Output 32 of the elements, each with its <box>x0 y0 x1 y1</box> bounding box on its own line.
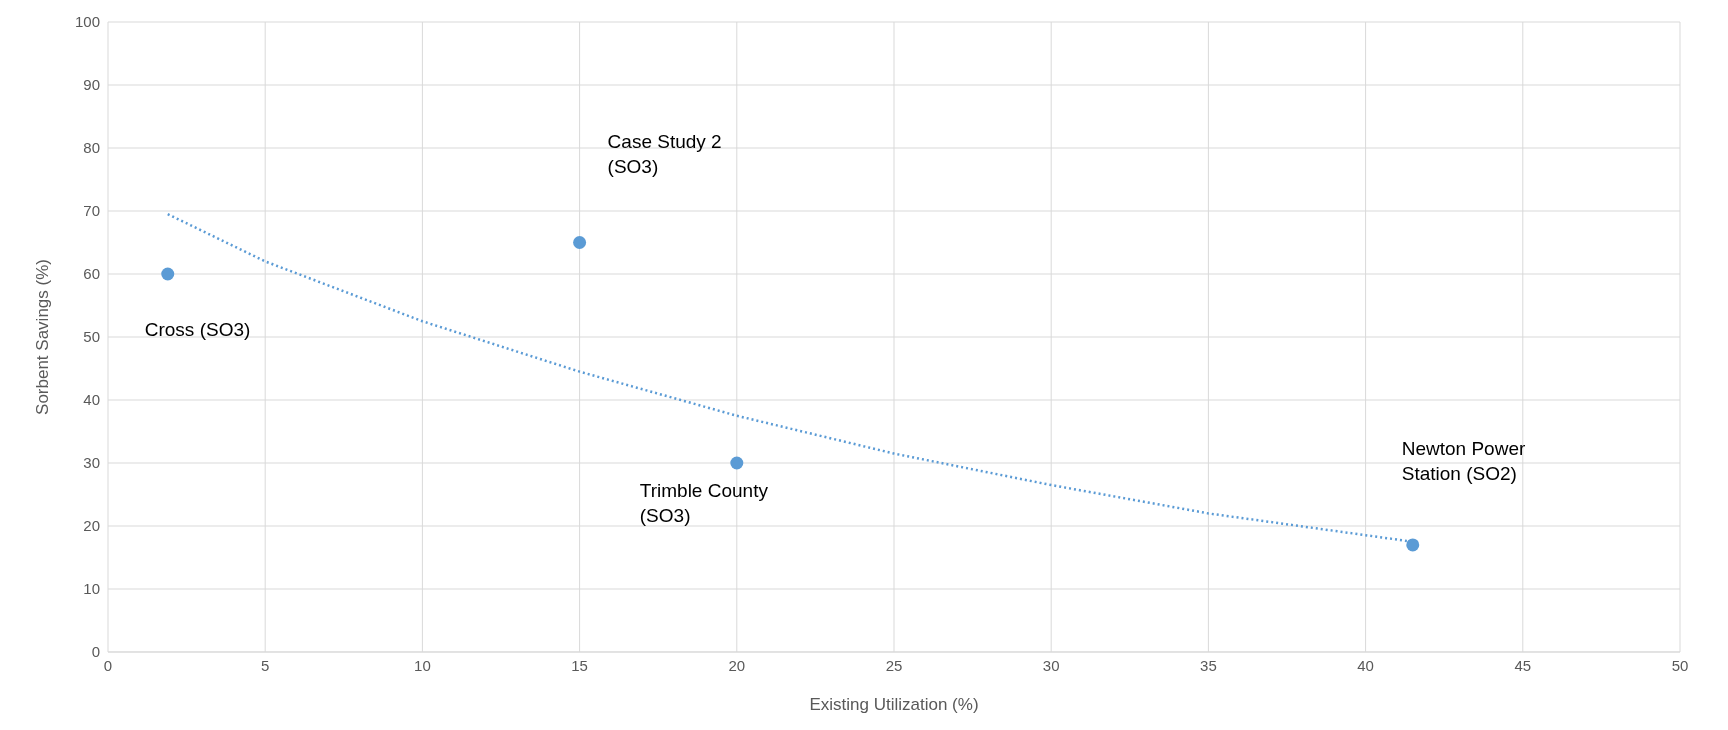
x-tick-label: 40 <box>1357 656 1374 674</box>
annotation: Case Study 2 (SO3) <box>607 130 722 177</box>
annotation: Newton Power Station (SO2) <box>1401 437 1526 484</box>
y-axis-title: Sorbent Savings (%) <box>33 259 53 415</box>
x-tick-label: 5 <box>261 656 270 674</box>
y-tick-label: 60 <box>83 265 100 283</box>
point <box>573 236 587 249</box>
x-tick-label: 0 <box>103 656 113 674</box>
y-tick-label: 80 <box>83 139 100 157</box>
point <box>161 267 175 281</box>
y-tick-label: 40 <box>83 391 100 409</box>
point <box>730 456 744 470</box>
y-tick-label: 30 <box>83 454 100 472</box>
y-tick-label: 50 <box>83 328 100 346</box>
y-tick-label: 90 <box>83 76 100 94</box>
annotation: Cross (SO3) <box>144 319 251 340</box>
x-tick-label: 35 <box>1200 656 1217 674</box>
annotation: Trimble County (SO3) <box>639 480 769 526</box>
x-tick-label: 20 <box>728 656 746 674</box>
y-tick-label: 100 <box>74 13 100 31</box>
x-tick-label: 10 <box>414 656 431 674</box>
y-tick-label: 0 <box>91 643 100 661</box>
x-tick-label: 30 <box>1042 656 1060 674</box>
x-tick-label: 15 <box>571 656 588 674</box>
point <box>1406 538 1420 552</box>
x-tick-label: 45 <box>1514 656 1532 674</box>
y-tick-label: 70 <box>83 202 100 220</box>
x-tick-label: 25 <box>885 656 903 674</box>
y-tick-label: 10 <box>83 580 100 598</box>
x-tick-label: 50 <box>1671 656 1689 674</box>
y-tick-label: 20 <box>83 517 100 535</box>
x-axis-title: Existing Utilization (%) <box>809 695 979 714</box>
